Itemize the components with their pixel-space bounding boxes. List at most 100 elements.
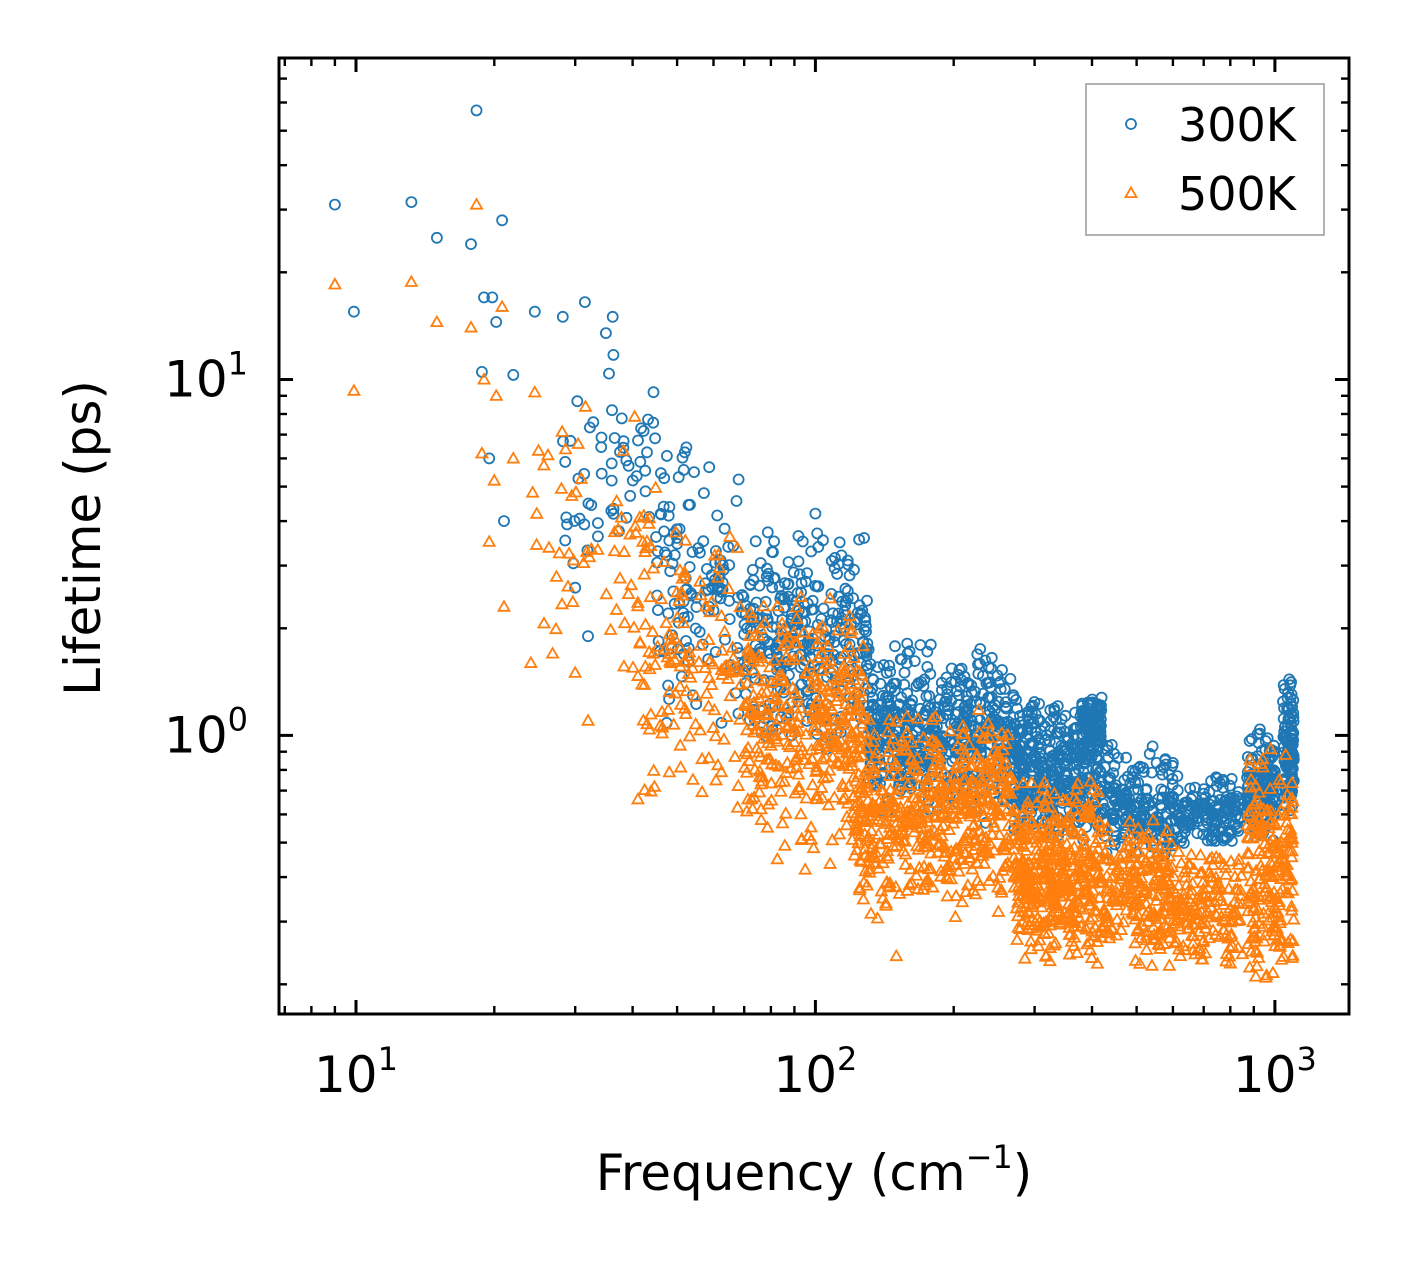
- data-point-500k: [716, 732, 732, 745]
- data-point-500k: [1155, 845, 1170, 859]
- data-point-500k: [1194, 952, 1209, 965]
- data-point-300k: [490, 316, 503, 328]
- data-point-500k: [842, 761, 857, 774]
- data-point-300k: [801, 597, 814, 610]
- data-point-500k: [1252, 843, 1267, 857]
- data-point-300k: [1201, 834, 1214, 847]
- data-point-500k: [663, 632, 678, 645]
- data-point-500k: [1010, 908, 1025, 922]
- data-point-500k: [722, 529, 737, 542]
- data-point-500k: [955, 726, 970, 740]
- data-point-300k: [874, 699, 887, 711]
- data-point-500k: [701, 632, 716, 645]
- data-point-500k: [1165, 881, 1181, 894]
- data-point-300k: [903, 645, 916, 658]
- data-point-500k: [1243, 780, 1258, 793]
- data-point-300k: [1009, 744, 1022, 757]
- data-point-500k: [837, 646, 852, 659]
- data-point-500k: [841, 617, 856, 630]
- data-point-500k: [1024, 775, 1039, 788]
- data-point-500k: [1242, 759, 1257, 772]
- data-point-500k: [829, 735, 844, 748]
- data-point-500k: [820, 727, 835, 740]
- data-point-500k: [1007, 880, 1022, 893]
- data-point-500k: [810, 711, 825, 724]
- data-point-500k: [1185, 904, 1200, 917]
- data-point-500k: [1037, 775, 1052, 788]
- data-point-300k: [750, 596, 763, 609]
- data-point-300k: [1108, 810, 1121, 823]
- data-point-500k: [780, 755, 795, 768]
- data-point-500k: [999, 755, 1014, 768]
- data-point-500k: [856, 875, 871, 888]
- data-point-500k: [1166, 869, 1181, 882]
- data-point-500k: [949, 841, 964, 854]
- data-point-500k: [673, 659, 688, 672]
- data-point-500k: [957, 833, 972, 847]
- data-point-500k: [1102, 930, 1117, 944]
- data-point-500k: [807, 672, 823, 685]
- data-point-300k: [1202, 804, 1215, 817]
- data-point-500k: [1021, 879, 1036, 893]
- data-point-500k: [823, 856, 838, 869]
- data-point-500k: [661, 702, 676, 715]
- data-point-500k: [1269, 859, 1284, 872]
- data-point-300k: [585, 499, 598, 512]
- data-point-300k: [1232, 825, 1245, 837]
- data-point-500k: [655, 720, 670, 733]
- data-point-300k: [1085, 771, 1098, 783]
- data-point-500k: [1251, 902, 1266, 916]
- data-point-500k: [1099, 914, 1114, 927]
- data-point-500k: [806, 719, 821, 733]
- data-point-500k: [1024, 941, 1039, 955]
- data-point-500k: [1134, 863, 1149, 876]
- data-point-500k: [857, 676, 872, 690]
- data-point-500k: [616, 659, 631, 672]
- data-point-300k: [1024, 737, 1037, 750]
- data-point-300k: [694, 546, 706, 559]
- data-point-500k: [614, 510, 629, 523]
- data-point-500k: [777, 774, 792, 787]
- data-point-300k: [702, 583, 715, 596]
- data-point-500k: [1176, 886, 1191, 900]
- data-point-500k: [934, 828, 949, 842]
- data-point-500k: [967, 804, 982, 818]
- data-point-500k: [1131, 832, 1147, 845]
- data-point-500k: [897, 833, 912, 847]
- data-point-300k: [998, 683, 1011, 695]
- data-point-500k: [624, 577, 639, 591]
- data-point-500k: [1216, 922, 1231, 936]
- data-point-500k: [643, 589, 658, 603]
- data-point-500k: [1284, 903, 1299, 916]
- data-point-500k: [878, 816, 893, 829]
- data-point-500k: [1153, 925, 1168, 939]
- data-point-500k: [1247, 929, 1262, 943]
- data-point-500k: [1062, 875, 1077, 888]
- data-point-500k: [1259, 880, 1274, 893]
- data-point-500k: [917, 799, 932, 813]
- data-point-300k: [1140, 784, 1152, 797]
- data-point-500k: [710, 757, 725, 771]
- data-point-500k: [662, 764, 677, 778]
- data-point-500k: [1036, 814, 1051, 827]
- data-point-500k: [804, 680, 819, 693]
- data-point-500k: [1285, 933, 1300, 946]
- data-point-500k: [1002, 770, 1018, 783]
- data-point-300k: [1287, 734, 1299, 746]
- data-point-300k: [605, 474, 618, 487]
- data-point-500k: [1118, 877, 1133, 891]
- data-point-500k: [1031, 847, 1046, 860]
- data-point-300k: [1198, 783, 1210, 795]
- data-point-300k: [1210, 814, 1223, 826]
- data-point-500k: [900, 725, 915, 738]
- data-point-300k: [1218, 830, 1230, 843]
- data-point-500k: [525, 485, 540, 498]
- data-point-300k: [1120, 786, 1132, 799]
- data-point-500k: [961, 791, 976, 805]
- data-point-500k: [1017, 859, 1032, 872]
- data-point-500k: [787, 734, 802, 748]
- data-point-500k: [836, 779, 851, 792]
- data-point-500k: [807, 723, 822, 736]
- data-point-500k: [981, 790, 996, 803]
- data-point-500k: [848, 707, 863, 721]
